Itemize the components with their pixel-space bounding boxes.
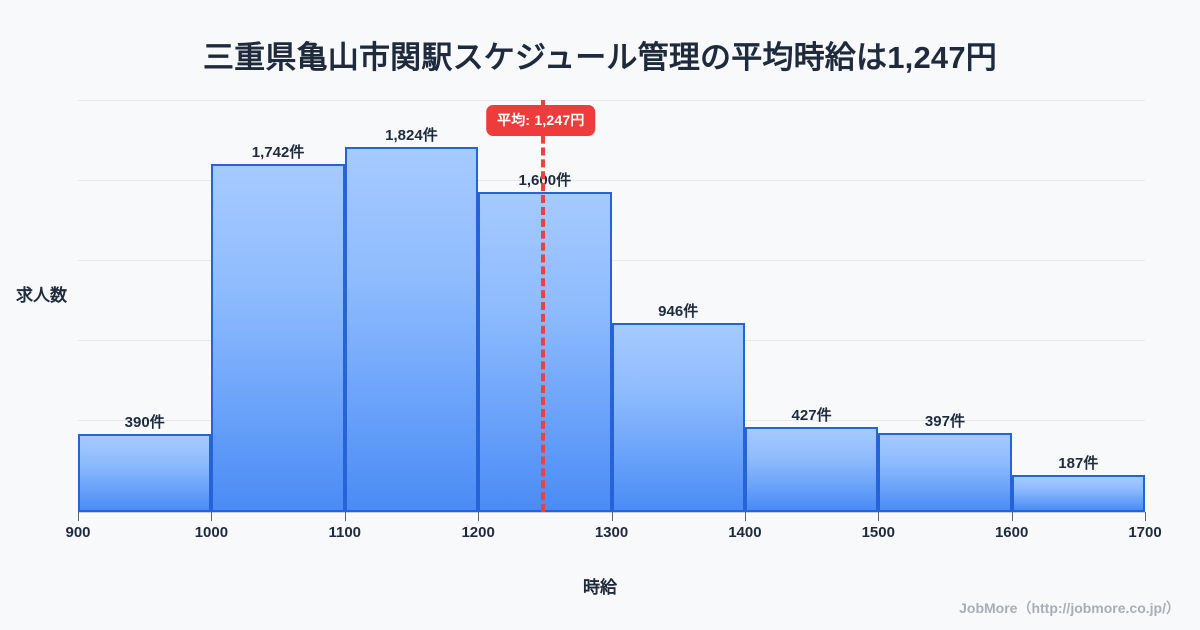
footer-credit: JobMore（http://jobmore.co.jp/） xyxy=(959,600,1180,616)
bar[interactable] xyxy=(878,432,1012,512)
bar[interactable] xyxy=(744,426,879,512)
x-axis-tick-label: 900 xyxy=(65,524,91,541)
x-axis-tick xyxy=(1011,512,1013,521)
x-axis-tick xyxy=(1145,512,1146,521)
gridline xyxy=(78,260,1145,261)
x-axis-tick-label: 1300 xyxy=(594,524,629,541)
gridline xyxy=(78,100,1145,101)
x-axis-tick xyxy=(878,512,880,521)
x-axis-tick-label: 1500 xyxy=(861,524,895,541)
bar-value-label: 1,824件 xyxy=(385,127,438,145)
x-axis-title: 時給 xyxy=(583,578,617,597)
gridline xyxy=(78,180,1145,181)
bar-value-label: 427件 xyxy=(791,406,832,424)
plot-area: 390件 1,742件 1,824件 1,600件 946件 427件 397件 187件 平均… xyxy=(78,100,1145,512)
y-axis-title: 求人数 xyxy=(16,286,67,305)
bar-value-label: 397件 xyxy=(924,412,965,430)
average-badge: 平均: 1,247円 xyxy=(486,105,596,136)
x-axis-tick-label: 1700 xyxy=(1128,524,1162,541)
x-axis-tick xyxy=(744,512,746,521)
page-title: 三重県亀山市関駅スケジュール管理の平均時給は1,247円 xyxy=(202,40,997,75)
bar[interactable] xyxy=(78,434,212,512)
x-axis-tick xyxy=(478,512,480,521)
bar[interactable] xyxy=(1011,474,1145,512)
x-axis-tick-label: 1000 xyxy=(194,524,229,541)
x-axis-tick xyxy=(344,512,346,521)
x-axis-tick xyxy=(78,512,79,521)
x-axis-tick-label: 1400 xyxy=(728,524,762,541)
bar-value-label: 946件 xyxy=(658,302,699,320)
x-axis-tick-label: 1100 xyxy=(328,524,362,541)
bar-value-label: 1,600件 xyxy=(518,172,572,189)
x-axis-tick-label: 1200 xyxy=(461,524,495,541)
bar[interactable] xyxy=(344,147,479,512)
average-line xyxy=(540,100,545,512)
bar-value-label: 1,742件 xyxy=(251,143,305,161)
bar[interactable] xyxy=(211,163,345,512)
x-axis-tick xyxy=(211,512,213,521)
x-axis-tick xyxy=(611,512,613,521)
bar[interactable] xyxy=(611,322,745,512)
bar-value-label: 187件 xyxy=(1058,454,1099,472)
bar[interactable] xyxy=(478,192,612,512)
x-axis-tick-label: 1600 xyxy=(994,524,1029,541)
bar-value-label: 390件 xyxy=(124,414,165,431)
